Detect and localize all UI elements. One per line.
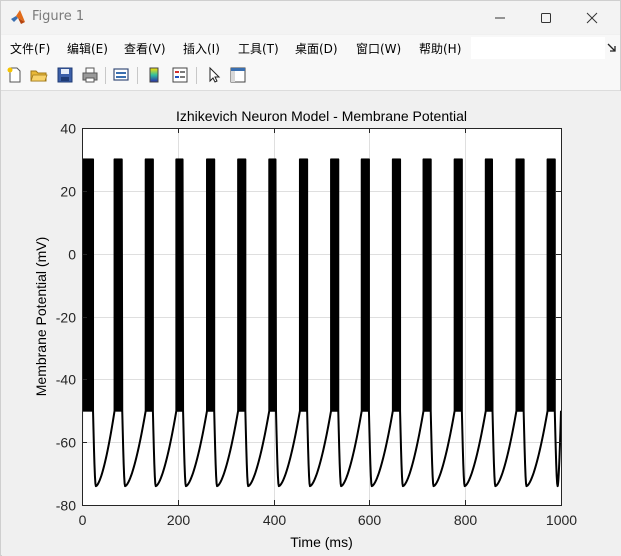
toolbar-separator xyxy=(196,67,197,84)
insert-colorbar-icon[interactable] xyxy=(145,66,163,84)
figure-toolbar xyxy=(1,61,620,91)
dock-arrow-icon[interactable] xyxy=(607,43,616,52)
axis-ticks: 0 200 400 600 800 1000 -80 -60 -40 -20 0 20 40 xyxy=(56,121,578,529)
save-icon[interactable] xyxy=(56,66,74,84)
y-tick-label: 20 xyxy=(60,184,76,200)
trace-group xyxy=(82,158,561,488)
minimize-button[interactable] xyxy=(477,1,523,34)
menu-help[interactable]: 帮助(H) xyxy=(419,42,462,56)
close-button[interactable] xyxy=(569,1,615,34)
y-tick-label: 40 xyxy=(60,121,76,137)
chart-title: Izhikevich Neuron Model - Membrane Poten… xyxy=(176,108,467,124)
maximize-button[interactable] xyxy=(523,1,569,34)
new-figure-icon[interactable] xyxy=(6,66,24,84)
menu-edit[interactable]: 编辑(E) xyxy=(67,42,108,56)
y-tick-label: 0 xyxy=(68,247,76,263)
menu-file[interactable]: 文件(F) xyxy=(10,42,51,56)
x-tick-label: 800 xyxy=(454,512,478,528)
y-tick-label: -80 xyxy=(56,498,76,514)
x-tick-label: 0 xyxy=(79,512,87,528)
plot-svg[interactable]: 0 200 400 600 800 1000 -80 -60 -40 -20 0 20 40 Izhik… xyxy=(2,91,621,556)
insert-legend-icon[interactable] xyxy=(171,66,189,84)
window-title: Figure 1 xyxy=(32,9,85,24)
x-tick-label: 200 xyxy=(167,512,191,528)
y-tick-label: -20 xyxy=(56,310,76,326)
edit-plot-arrow-icon[interactable] xyxy=(205,66,223,84)
y-axis-label: Membrane Potential (mV) xyxy=(33,237,49,397)
menu-desktop[interactable]: 桌面(D) xyxy=(295,42,338,56)
property-inspector-icon[interactable] xyxy=(229,66,247,84)
membrane-potential-trace xyxy=(82,158,561,488)
maximize-icon xyxy=(541,13,551,23)
print-icon[interactable] xyxy=(81,66,99,84)
y-tick-label: -60 xyxy=(56,435,76,451)
minimize-icon xyxy=(495,17,505,19)
menu-tools[interactable]: 工具(T) xyxy=(238,42,279,56)
x-tick-label: 600 xyxy=(358,512,382,528)
menu-insert[interactable]: 插入(I) xyxy=(183,42,220,56)
x-tick-label: 400 xyxy=(263,512,287,528)
figure-canvas: 0 200 400 600 800 1000 -80 -60 -40 -20 0 20 40 Izhik… xyxy=(2,91,621,556)
toolbar-separator xyxy=(105,67,106,84)
x-tick-label: 1000 xyxy=(546,512,577,528)
menu-empty-area xyxy=(471,37,605,59)
link-plot-icon[interactable] xyxy=(112,66,130,84)
toolbar-separator xyxy=(137,67,138,84)
matlab-logo-icon xyxy=(11,10,25,24)
title-bar: Figure 1 xyxy=(1,1,620,34)
menu-view[interactable]: 查看(V) xyxy=(124,42,166,56)
menu-window[interactable]: 窗口(W) xyxy=(356,42,402,56)
x-axis-label: Time (ms) xyxy=(290,534,352,550)
menu-bar: 文件(F) 编辑(E) 查看(V) 插入(I) 工具(T) 桌面(D) 窗口(W… xyxy=(1,35,620,61)
close-icon xyxy=(586,12,598,24)
open-file-icon[interactable] xyxy=(30,66,48,84)
y-tick-label: -40 xyxy=(56,372,76,388)
